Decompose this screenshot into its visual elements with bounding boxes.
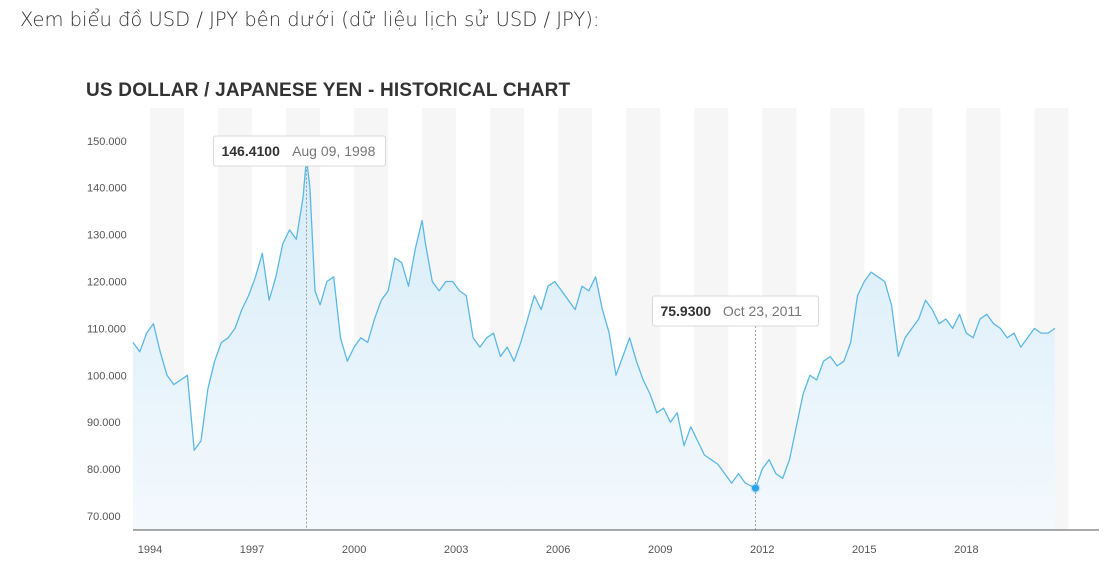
y-tick-label: 150.000 (87, 136, 127, 148)
y-tick-label: 140.000 (87, 183, 127, 195)
y-tick-label: 130.000 (87, 230, 127, 242)
x-tick-label: 2012 (750, 544, 774, 556)
high-tooltip-value: 146.4100 (221, 143, 280, 159)
y-tick-label: 80.000 (87, 464, 121, 476)
low-marker (751, 484, 759, 492)
x-tick-label: 1997 (240, 544, 264, 556)
chart-title: US DOLLAR / JAPANESE YEN - HISTORICAL CH… (86, 80, 571, 101)
x-tick-label: 2009 (648, 544, 672, 556)
x-tick-label: 1994 (138, 544, 162, 556)
series-area (133, 157, 1055, 530)
y-tick-label: 120.000 (87, 276, 127, 288)
low-tooltip-value: 75.9300 (660, 303, 711, 319)
series-line (132, 157, 1056, 489)
x-axis: 1994 1997 2000 2003 2006 2009 2012 2015 2018 (133, 529, 1099, 556)
y-tick-label: 90.000 (87, 417, 121, 429)
high-tooltip-box (212, 135, 386, 167)
y-axis: 150.000 140.000 130.000 120.000 110.000 100.0… (87, 136, 127, 523)
low-tooltip-date: Oct 23, 2011 (723, 303, 802, 319)
x-tick-label: 2003 (444, 544, 468, 556)
y-tick-label: 100.000 (87, 370, 127, 382)
y-tick-label: 70.000 (87, 511, 121, 523)
x-tick-label: 2006 (546, 544, 570, 556)
x-tick-label: 2018 (954, 544, 978, 556)
low-tooltip-box (651, 295, 819, 327)
high-tooltip-date: Aug 09, 1998 (292, 143, 376, 159)
x-tick-label: 2000 (342, 544, 366, 556)
x-tick-label: 2015 (852, 544, 876, 556)
intro-text: Xem biểu đồ USD / JPY bên dưới (dữ liệu … (20, 8, 600, 31)
y-tick-label: 110.000 (87, 323, 126, 335)
